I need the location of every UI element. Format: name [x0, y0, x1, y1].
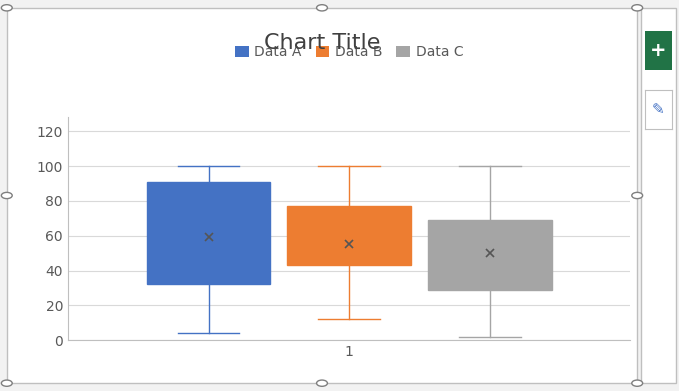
PathPatch shape [287, 206, 411, 265]
PathPatch shape [147, 182, 270, 285]
Legend: Data A, Data B, Data C: Data A, Data B, Data C [230, 39, 469, 65]
Text: ✎: ✎ [652, 102, 665, 117]
PathPatch shape [428, 220, 551, 290]
Text: Chart Title: Chart Title [264, 33, 380, 53]
Text: +: + [650, 41, 667, 60]
